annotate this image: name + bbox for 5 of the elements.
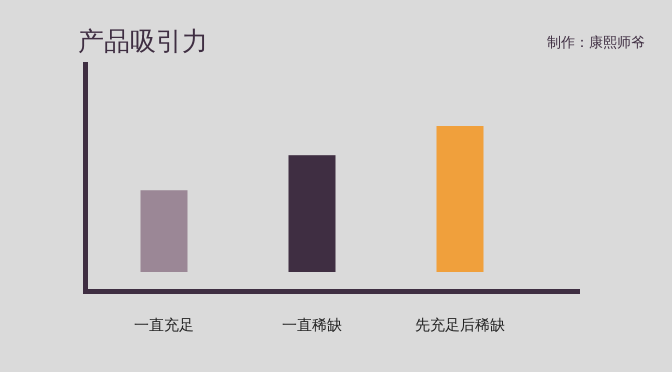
x-tick-label: 一直充足 bbox=[134, 317, 194, 334]
x-tick-label: 先充足后稀缺 bbox=[415, 317, 505, 334]
chart-title: 产品吸引力 bbox=[78, 26, 208, 56]
text: 制作：康熙师爷 bbox=[547, 34, 645, 50]
x-tick-label: 一直稀缺 bbox=[282, 317, 342, 334]
